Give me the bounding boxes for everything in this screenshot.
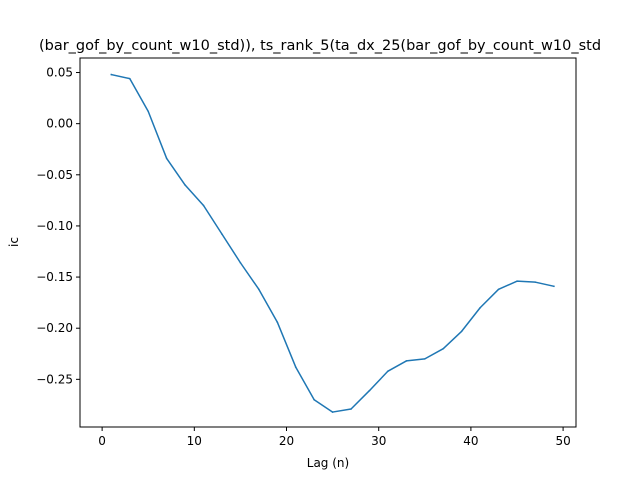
x-tick-label: 50 bbox=[555, 434, 570, 448]
data-point bbox=[553, 285, 555, 288]
x-tick-label: 30 bbox=[371, 434, 386, 448]
data-point bbox=[534, 281, 537, 283]
x-tick-label: 20 bbox=[279, 434, 294, 448]
data-point bbox=[110, 73, 113, 76]
y-tick-label: −0.10 bbox=[36, 219, 73, 233]
data-point bbox=[424, 358, 426, 360]
y-axis-label: ic bbox=[7, 237, 21, 247]
y-tick-label: −0.25 bbox=[36, 372, 73, 386]
data-point bbox=[184, 184, 186, 186]
data-point bbox=[294, 366, 297, 368]
data-point bbox=[276, 321, 279, 323]
data-point bbox=[442, 347, 445, 350]
data-point bbox=[497, 288, 500, 291]
data-point bbox=[128, 77, 131, 80]
data-point bbox=[405, 360, 408, 362]
x-axis-label: Lag (n) bbox=[307, 456, 349, 470]
data-point bbox=[147, 110, 150, 113]
y-tick-label: −0.15 bbox=[36, 270, 73, 284]
y-tick-label: 0.00 bbox=[46, 117, 73, 131]
x-tick-label: 40 bbox=[463, 434, 478, 448]
x-tick-label: 10 bbox=[187, 434, 202, 448]
data-point bbox=[368, 389, 371, 392]
y-tick-label: −0.05 bbox=[36, 168, 73, 182]
chart-title: (bar_gof_by_count_w10_std)), ts_rank_5(t… bbox=[39, 38, 601, 54]
plot-frame bbox=[79, 57, 577, 428]
data-point bbox=[313, 398, 315, 401]
x-tick-label: 0 bbox=[98, 434, 106, 448]
data-point bbox=[202, 204, 205, 207]
data-point bbox=[479, 306, 481, 309]
data-point bbox=[387, 370, 389, 372]
data-point bbox=[331, 411, 334, 413]
data-point bbox=[221, 233, 223, 235]
data-point bbox=[239, 261, 242, 264]
data-point bbox=[460, 330, 463, 333]
data-point bbox=[350, 408, 352, 410]
y-tick-label: 0.05 bbox=[46, 66, 73, 80]
y-tick-label: −0.20 bbox=[36, 321, 73, 335]
data-point bbox=[258, 288, 260, 291]
data-point bbox=[516, 280, 518, 282]
data-point bbox=[165, 157, 168, 160]
